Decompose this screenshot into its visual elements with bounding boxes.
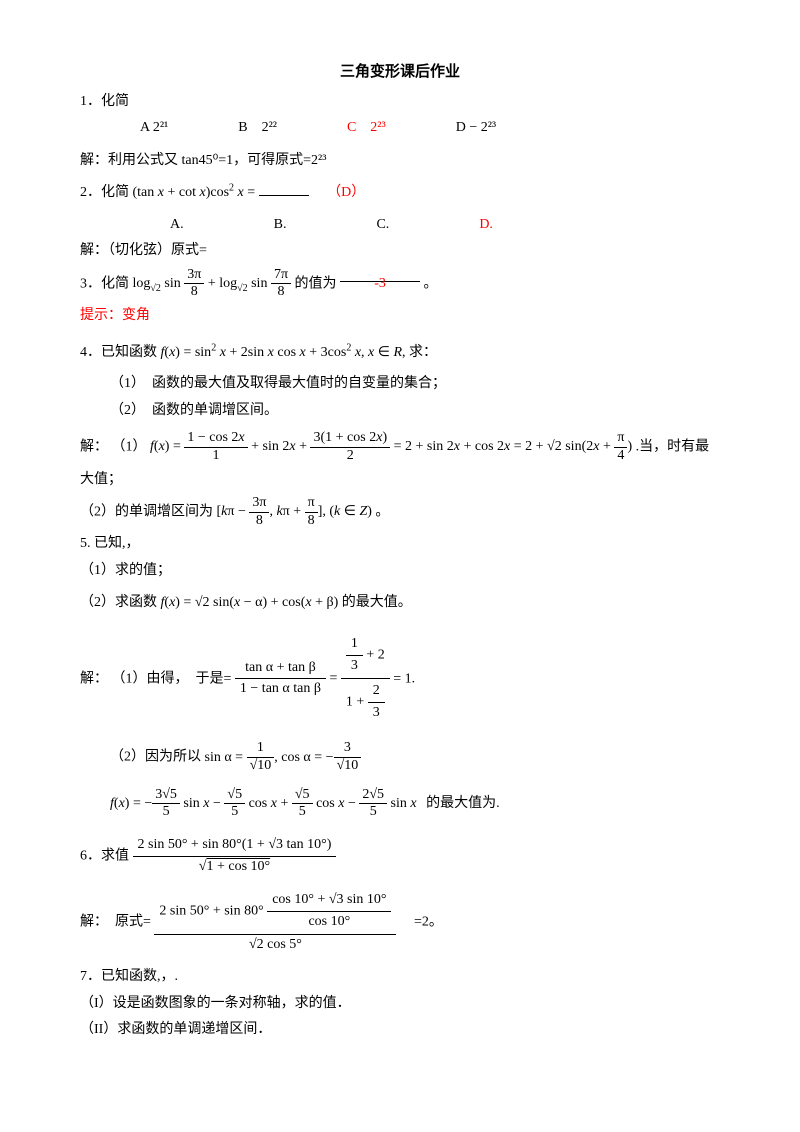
q2-blank <box>259 181 309 196</box>
q7-p1: （I）设是函数图象的一条对称轴，求的值． <box>80 993 720 1015</box>
q5-sol2-tail: 的最大值为. <box>426 796 500 811</box>
q5-sol1-expr: tan α + tan β1 − tan α tan β = 13 + 2 1 … <box>235 671 393 686</box>
q4-sol1a: （1） <box>112 439 147 454</box>
q1-options: A 2²¹ B 2²² C 2²³ D − 2²³ <box>140 117 720 139</box>
q6-sol-tail: =2。 <box>400 914 443 929</box>
q5-p2a: （2）求函数 <box>80 595 161 610</box>
q1-solution: 解：利用公式又 tan45⁰=1，可得原式=2²³ <box>80 150 720 172</box>
q3-expr: log√2 sin 3π8 + log√2 sin 7π8 <box>133 276 292 291</box>
q6-sol-label: 解： 原式= <box>80 914 151 929</box>
q5-sol1a: （1）由得， 于是= <box>112 671 232 686</box>
q5-p1: （1）求的值； <box>80 560 720 582</box>
q4-sol-label: 解： <box>80 439 108 454</box>
q3-answer: -3 <box>374 276 386 291</box>
document-page: 三角变形课后作业 1．化简 A 2²¹ B 2²² C 2²³ D − 2²³ … <box>0 0 800 1085</box>
q5-p2: （2）求函数 f(x) = √2 sin(x − α) + cos(x + β)… <box>80 586 720 620</box>
q6-sol-expr: 2 sin 50° + sin 80° cos 10° + √3 sin 10°… <box>154 914 400 929</box>
q2-label: 2．化简 <box>80 185 133 200</box>
q3-hint: 提示：变角 <box>80 305 720 327</box>
q3-period: 。 <box>424 276 438 291</box>
q3-blank: -3 <box>340 267 420 282</box>
q3-stem: 3．化简 log√2 sin 3π8 + log√2 sin 7π8 的值为 -… <box>80 267 720 302</box>
q2-answer: （D） <box>327 185 365 200</box>
q6-sol: 解： 原式= 2 sin 50° + sin 80° cos 10° + √3 … <box>80 888 720 956</box>
q4-tail: 求： <box>409 345 437 360</box>
q2-optC: C. <box>376 214 389 236</box>
q2-optA: A. <box>170 214 184 236</box>
q5-sol2a-line: （2）因为所以 sin α = 1√10, cos α = −3√10 <box>110 740 720 775</box>
q4-sol2-tail: 。 <box>375 504 389 519</box>
q2-optD: D. <box>479 214 493 236</box>
q6-expr: 2 sin 50° + sin 80°(1 + √3 tan 10°) √1 +… <box>133 849 337 864</box>
q4-stem: 4．已知函数 f(x) = sin2 x + 2sin x cos x + 3c… <box>80 336 720 370</box>
q3-mid: 的值为 <box>295 276 337 291</box>
q4-label: 4．已知函数 <box>80 345 161 360</box>
q7-label: 7．已知函数,，. <box>80 966 720 988</box>
q7-p2: （II）求函数的单调递增区间． <box>80 1019 720 1041</box>
q1-optC: C 2²³ <box>347 117 386 139</box>
q4-sol2-expr: [kπ − 3π8, kπ + π8], (k ∈ Z) <box>217 504 376 519</box>
q4-sol2: （2）的单调增区间为 [kπ − 3π8, kπ + π8], (k ∈ Z) … <box>80 495 720 530</box>
q2-optB: B. <box>274 214 287 236</box>
q5-sol2a: （2）因为所以 <box>110 750 201 765</box>
q5-p2tail: 的最大值。 <box>342 595 412 610</box>
page-title: 三角变形课后作业 <box>80 60 720 81</box>
q4-sol1-expr: f(x) = 1 − cos 2x1 + sin 2x + 3(1 + cos … <box>150 439 636 454</box>
q4-sol1: 解： （1） f(x) = 1 − cos 2x1 + sin 2x + 3(1… <box>80 430 720 465</box>
q2-expr: (tan x + cot x)cos2 x = <box>133 185 259 200</box>
q1-optA: A 2²¹ <box>140 117 168 139</box>
q1-label: 1．化简 <box>80 91 720 113</box>
q4-sol1-tail: .当，时有最 <box>636 439 710 454</box>
q4-part1: （1） 函数的最大值及取得最大值时的自变量的集合； <box>110 373 720 395</box>
q5-sol2a-expr: sin α = 1√10, cos α = −3√10 <box>205 750 362 765</box>
q3-label: 3．化简 <box>80 276 133 291</box>
q5-sol1: 解： （1）由得， 于是= tan α + tan β1 − tan α tan… <box>80 632 720 726</box>
q5-sol1-eq: = 1. <box>393 671 415 686</box>
q4-sol2a: （2）的单调增区间为 <box>80 504 213 519</box>
q4-sol1-cont: 大值； <box>80 469 720 491</box>
q5-sol-label: 解： <box>80 671 108 686</box>
q5-p2-expr: f(x) = √2 sin(x − α) + cos(x + β) <box>161 595 339 610</box>
q5-label: 5. 已知,， <box>80 533 720 555</box>
q2-options: A. B. C. D. <box>170 214 720 236</box>
q1-optB: B 2²² <box>238 117 277 139</box>
q6-label: 6．求值 <box>80 849 133 864</box>
q4-expr: f(x) = sin2 x + 2sin x cos x + 3cos2 x, … <box>161 345 406 360</box>
q4-part2: （2） 函数的单调增区间。 <box>110 400 720 422</box>
q5-sol2b-line: f(x) = −3√55 sin x − √55 cos x + √55 cos… <box>110 787 720 822</box>
q1-optD: D − 2²³ <box>456 117 496 139</box>
q5-sol2b-expr: f(x) = −3√55 sin x − √55 cos x + √55 cos… <box>110 796 420 811</box>
q6-stem: 6．求值 2 sin 50° + sin 80°(1 + √3 tan 10°)… <box>80 835 720 878</box>
q2-stem: 2．化简 (tan x + cot x)cos2 x = （D） <box>80 176 720 210</box>
q2-solution: 解：（切化弦）原式= <box>80 240 720 262</box>
